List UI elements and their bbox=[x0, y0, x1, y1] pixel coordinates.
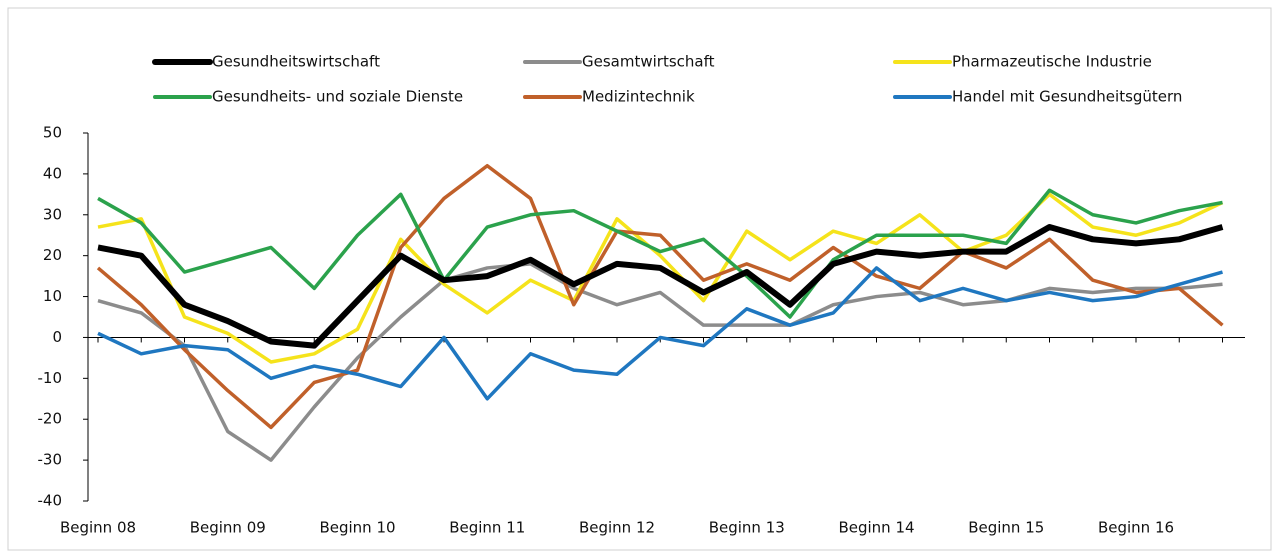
y-tick-label: -30 bbox=[38, 451, 63, 469]
series-line bbox=[96, 163, 1224, 430]
x-tick-label: Beginn 15 bbox=[968, 519, 1044, 537]
x-tick-label: Beginn 13 bbox=[709, 519, 785, 537]
y-tick-label: 20 bbox=[43, 246, 62, 264]
series-line bbox=[97, 188, 1223, 319]
y-tick-label: -20 bbox=[38, 410, 63, 428]
x-tick-label: Beginn 14 bbox=[838, 519, 914, 537]
x-tick-label: Beginn 10 bbox=[319, 519, 395, 537]
legend-label: Gesundheitswirtschaft bbox=[212, 53, 380, 71]
x-tick-label: Beginn 08 bbox=[60, 519, 136, 537]
legend-label: Handel mit Gesundheitsgütern bbox=[952, 88, 1182, 106]
y-tick-label: 10 bbox=[43, 287, 62, 305]
y-tick-label: 40 bbox=[43, 164, 62, 182]
y-tick-label: -10 bbox=[38, 369, 63, 387]
series-line bbox=[97, 262, 1223, 462]
chart-frame bbox=[7, 7, 1272, 551]
series-line bbox=[97, 266, 1223, 401]
y-tick-label: 0 bbox=[52, 328, 62, 346]
legend-label: Gesamtwirtschaft bbox=[582, 53, 715, 71]
y-tick-label: -40 bbox=[38, 492, 63, 510]
legend-label: Gesundheits- und soziale Dienste bbox=[212, 88, 463, 106]
x-tick-label: Beginn 11 bbox=[449, 519, 525, 537]
y-tick-label: 50 bbox=[43, 124, 62, 142]
legend-label: Pharmazeutische Industrie bbox=[952, 53, 1152, 71]
y-tick-label: 30 bbox=[43, 205, 62, 223]
series-line bbox=[97, 224, 1224, 349]
x-tick-label: Beginn 16 bbox=[1098, 519, 1174, 537]
x-tick-label: Beginn 09 bbox=[190, 519, 266, 537]
x-tick-label: Beginn 12 bbox=[579, 519, 655, 537]
legend-label: Medizintechnik bbox=[582, 88, 695, 106]
